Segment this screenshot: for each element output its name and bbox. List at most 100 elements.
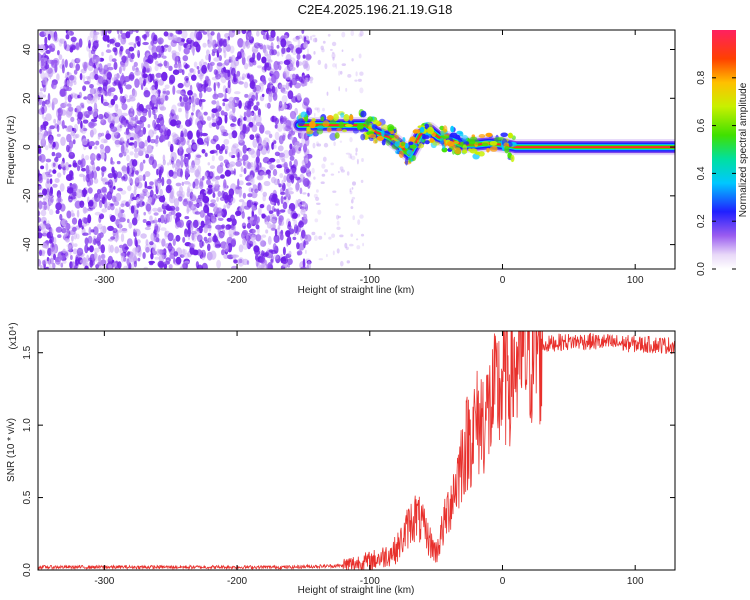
noise-blob	[103, 111, 109, 120]
noise-blob	[69, 75, 75, 81]
noise-blob	[165, 205, 172, 211]
noise-blob	[117, 261, 122, 269]
noise-blob	[231, 54, 236, 63]
noise-blob	[322, 40, 326, 44]
noise-blob	[111, 195, 117, 202]
noise-blob	[274, 124, 278, 129]
noise-blob	[136, 214, 140, 222]
noise-blob	[231, 67, 236, 77]
noise-blob	[239, 115, 244, 123]
noise-blob	[248, 148, 255, 155]
noise-blob	[129, 71, 135, 82]
noise-blob	[144, 243, 151, 252]
noise-blob	[215, 124, 220, 130]
noise-blob	[242, 225, 246, 229]
noise-blob	[119, 45, 124, 52]
noise-blob	[173, 257, 176, 264]
noise-blob	[230, 123, 235, 127]
noise-blob	[174, 51, 180, 57]
noise-blob	[335, 63, 338, 69]
noise-blob	[133, 228, 139, 233]
noise-blob	[259, 237, 264, 247]
noise-blob	[294, 82, 301, 89]
noise-blob	[158, 195, 166, 203]
noise-blob	[54, 178, 60, 183]
noise-blob	[261, 213, 266, 219]
noise-blob	[303, 202, 307, 208]
spectrogram-x-tick-label: -100	[360, 275, 380, 286]
noise-blob	[221, 249, 225, 256]
noise-blob	[136, 196, 140, 204]
noise-blob	[178, 42, 182, 52]
noise-blob	[233, 73, 238, 83]
noise-blob	[161, 55, 167, 59]
signal-blob	[349, 114, 354, 121]
noise-blob	[204, 224, 209, 230]
noise-blob	[322, 156, 327, 162]
colorbar-tick-label: 0.8	[696, 70, 707, 84]
noise-blob	[316, 107, 321, 113]
signal-blob	[406, 149, 413, 155]
noise-blob	[336, 214, 340, 220]
noise-blob	[104, 145, 111, 154]
noise-blob	[236, 158, 244, 162]
noise-blob	[321, 173, 326, 177]
noise-blob	[157, 37, 164, 45]
noise-blob	[178, 107, 182, 113]
noise-blob	[349, 188, 352, 193]
noise-blob	[287, 224, 292, 230]
noise-blob	[116, 30, 120, 35]
noise-blob	[142, 252, 146, 259]
noise-blob	[65, 250, 69, 259]
snr-x-tick-label: -300	[94, 576, 114, 587]
noise-blob	[57, 113, 62, 121]
noise-blob	[72, 134, 78, 139]
noise-blob	[276, 164, 283, 169]
noise-blob	[163, 44, 169, 48]
noise-blob	[339, 166, 344, 171]
noise-blob	[300, 266, 307, 269]
noise-blob	[328, 236, 332, 240]
noise-blob	[187, 186, 191, 193]
noise-blob	[38, 52, 42, 62]
noise-blob	[281, 95, 288, 104]
noise-blob	[181, 190, 186, 199]
noise-blob	[311, 167, 315, 174]
noise-blob	[41, 135, 46, 144]
noise-blob	[222, 85, 227, 93]
noise-blob	[136, 49, 140, 55]
noise-blob	[138, 200, 145, 208]
noise-blob	[75, 233, 80, 240]
noise-blob	[324, 63, 328, 70]
noise-blob	[196, 154, 202, 158]
noise-blob	[114, 208, 119, 217]
noise-blob	[140, 233, 147, 239]
noise-blob	[128, 199, 132, 205]
noise-blob	[227, 79, 231, 89]
noise-blob	[153, 113, 157, 120]
noise-blob	[167, 245, 174, 250]
noise-blob	[129, 151, 134, 156]
noise-blob	[306, 260, 312, 269]
noise-blob	[75, 42, 80, 51]
noise-blob	[299, 142, 303, 148]
noise-blob	[166, 178, 172, 185]
noise-blob	[257, 182, 262, 191]
noise-blob	[133, 260, 137, 268]
noise-blob	[220, 174, 225, 179]
noise-blob	[133, 61, 138, 67]
noise-blob	[82, 119, 89, 124]
noise-blob	[291, 96, 298, 103]
noise-blob	[228, 100, 234, 109]
signal-blob	[352, 129, 359, 134]
noise-blob	[142, 188, 148, 194]
noise-blob	[298, 221, 304, 228]
noise-blob	[252, 169, 258, 173]
noise-blob	[93, 251, 98, 260]
noise-blob	[157, 89, 161, 98]
noise-blob	[239, 173, 243, 178]
noise-blob	[255, 156, 260, 165]
noise-blob	[272, 168, 278, 177]
noise-blob	[208, 171, 214, 179]
colorbar-ticks: 0.0 0.2 0.4 0.6 0.8	[696, 70, 736, 276]
